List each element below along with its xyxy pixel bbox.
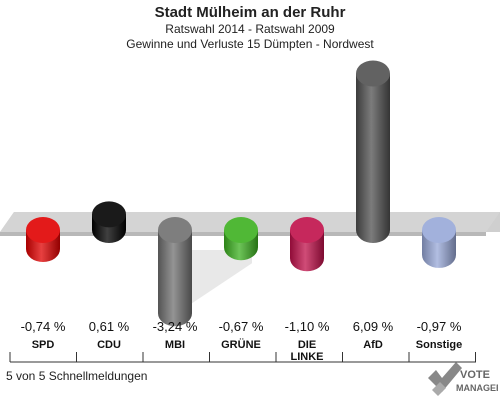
bar-afd (356, 60, 390, 243)
bar-spd (26, 217, 60, 263)
category-label: SPD (32, 339, 55, 351)
value-label: -3,24 % (153, 319, 198, 334)
bar-cdu (92, 201, 126, 243)
chart-title: Stadt Mülheim an der Ruhr (154, 4, 346, 21)
chart-subtitle-1: Ratswahl 2014 - Ratswahl 2009 (165, 22, 335, 36)
bar-grüne (224, 217, 258, 261)
value-label: -0,67 % (219, 319, 264, 334)
category-label: GRÜNE (221, 338, 261, 351)
category-label: CDU (97, 339, 121, 351)
category-label: AfD (363, 339, 383, 351)
footer-note: 5 von 5 Schnellmeldungen (6, 369, 148, 383)
category-label: DIE (298, 339, 316, 351)
value-label: 0,61 % (89, 319, 130, 334)
value-label: -0,97 % (417, 319, 462, 334)
chart-header: Stadt Mülheim an der Ruhr Ratswahl 2014 … (0, 4, 500, 52)
category-label: LINKE (291, 351, 324, 363)
value-label: -1,10 % (285, 319, 330, 334)
logo-text-vote: VOTE (460, 369, 490, 381)
category-label: Sonstige (416, 339, 462, 351)
bars-group (26, 60, 456, 327)
value-labels-group: -0,74 % 0,61 % -3,24 % -0,67 % -1,10 % 6,09 %… (21, 319, 462, 334)
bar-die-linke (290, 217, 324, 272)
logo-text-manager: MANAGER (456, 383, 498, 393)
value-label: -0,74 % (21, 319, 66, 334)
category-label: MBI (165, 339, 185, 351)
bar-mbi (158, 217, 252, 327)
value-label: 6,09 % (353, 319, 394, 334)
vote-manager-logo: VOTE MANAGER (428, 362, 498, 396)
checkmark-icon (428, 362, 462, 396)
chart-subtitle-2: Gewinne und Verluste 15 Dümpten - Nordwe… (126, 37, 374, 51)
bar-sonstige (422, 217, 456, 268)
